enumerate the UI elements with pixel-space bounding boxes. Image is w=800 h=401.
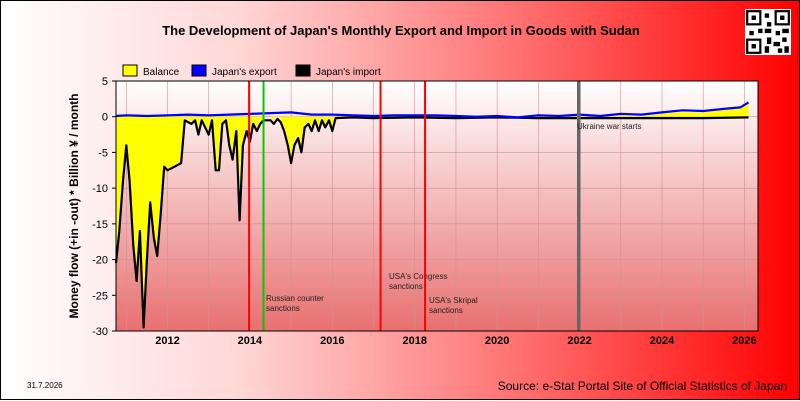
x-tick-label: 2018 — [403, 335, 427, 347]
import-line — [114, 116, 749, 329]
y-tick-label: -20 — [92, 255, 108, 267]
chart-title: The Development of Japan's Monthly Expor… — [162, 23, 640, 38]
event-label-line: sanctions — [429, 306, 463, 315]
event-label-line: Russian counter — [266, 294, 324, 303]
source-note: Source: e-Stat Portal Site of Official S… — [497, 379, 787, 393]
y-tick-label: -30 — [92, 326, 108, 338]
event-label: Russian counter sanctions — [266, 294, 324, 313]
event-label: USA's Congress sanctions — [389, 272, 447, 291]
event-label-line: sanctions — [266, 304, 300, 313]
y-tick-label: -25 — [92, 290, 108, 302]
y-tick-label: -5 — [98, 147, 108, 159]
y-tick-label: 0 — [102, 112, 108, 124]
event-label-line: Ukraine war starts — [577, 122, 641, 131]
x-tick-label: 2020 — [485, 335, 509, 347]
qr-code-icon — [745, 9, 791, 55]
legend-swatch — [191, 64, 207, 77]
legend-label: Japan's export — [212, 67, 277, 78]
export-line — [115, 101, 750, 119]
legend-label: Balance — [143, 67, 180, 78]
event-label: Ukraine war starts — [577, 122, 641, 131]
x-tick-label: 2014 — [238, 335, 263, 347]
x-tick-label: 2012 — [155, 335, 179, 347]
event-label-line: USA's Skripal — [429, 296, 478, 305]
y-tick-label: -10 — [92, 183, 108, 195]
x-tick-label: 2026 — [732, 335, 756, 347]
balance-area — [116, 103, 749, 327]
event-label: USA's Skripal sanctions — [429, 296, 478, 315]
event-label-line: USA's Congress — [389, 272, 447, 281]
legend-swatch — [295, 64, 311, 77]
x-tick-label: 2022 — [567, 335, 591, 347]
y-tick-label: -15 — [92, 219, 108, 231]
event-label-line: sanctions — [389, 282, 423, 291]
legend-label: Japan's import — [316, 67, 381, 78]
y-tick-label: 5 — [102, 76, 108, 88]
plot-frame — [115, 80, 759, 332]
y-axis-label: Money flow (+in -out) * Billion ¥ / mont… — [67, 94, 81, 319]
legend-swatch — [122, 64, 138, 77]
x-tick-label: 2016 — [320, 335, 344, 347]
x-tick-label: 2024 — [650, 335, 675, 347]
footer-date: 31.7.2026 — [27, 381, 63, 390]
